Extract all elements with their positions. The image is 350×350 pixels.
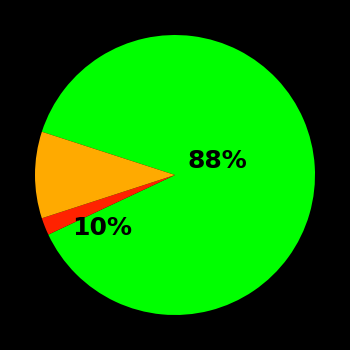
Wedge shape bbox=[35, 132, 175, 218]
Wedge shape bbox=[42, 175, 175, 234]
Text: 10%: 10% bbox=[72, 216, 132, 240]
Wedge shape bbox=[42, 35, 315, 315]
Text: 88%: 88% bbox=[187, 149, 247, 173]
